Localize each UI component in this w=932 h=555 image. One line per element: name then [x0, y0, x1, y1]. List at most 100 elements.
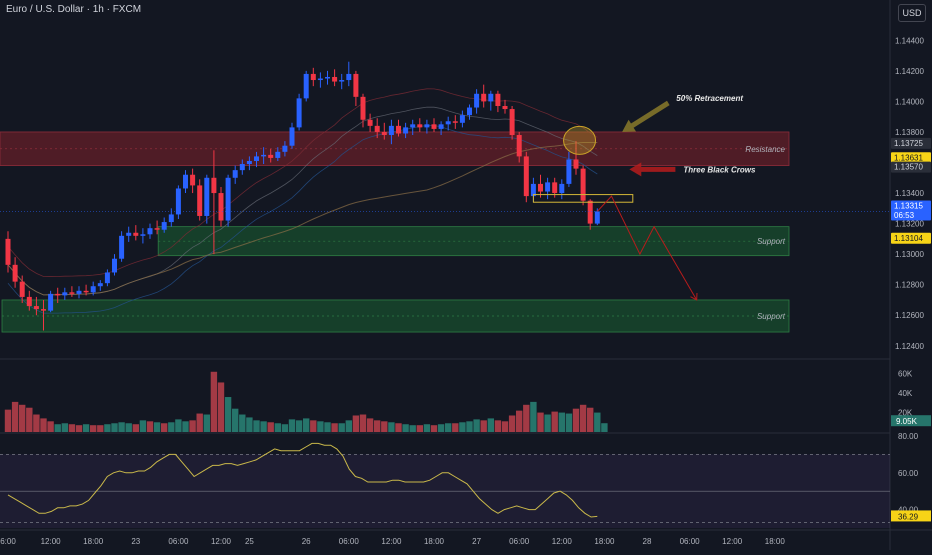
volume-bar — [459, 422, 466, 432]
volume-bar — [423, 424, 431, 432]
candle-body — [147, 228, 153, 235]
currency-button[interactable]: USD — [898, 4, 926, 22]
candle-body — [168, 214, 174, 223]
candle — [374, 118, 380, 139]
candle-body — [119, 235, 125, 259]
candle — [232, 165, 238, 184]
candle — [218, 186, 224, 227]
candle-body — [353, 73, 359, 97]
candle — [424, 119, 430, 134]
candle-body — [431, 124, 437, 129]
time-axis-label: 06:00 — [680, 537, 701, 546]
candle — [474, 89, 480, 114]
price-label-bg — [891, 137, 931, 149]
volume-bar — [473, 419, 480, 432]
candle — [353, 70, 359, 106]
volume-bar — [544, 414, 551, 432]
volume-bar — [40, 418, 47, 432]
price-tick-label: 1.13200 — [895, 220, 924, 229]
candle-body — [12, 264, 18, 282]
time-axis-label: 28 — [643, 537, 652, 546]
candle — [190, 168, 196, 194]
volume-bar — [452, 423, 459, 432]
annotation-retracement: 50% Retracement — [676, 94, 743, 103]
rsi-line — [7, 442, 598, 518]
candle-body — [332, 76, 338, 82]
candle — [431, 118, 437, 132]
crows-marker-box — [532, 194, 634, 203]
price-label: 1.13104 — [891, 232, 931, 244]
candle-body — [261, 154, 267, 157]
candle — [62, 287, 68, 300]
candle — [12, 257, 18, 288]
candle — [41, 299, 46, 331]
candle-body — [566, 159, 572, 184]
candle — [55, 287, 61, 304]
price-label-bg — [891, 161, 931, 173]
volume-bar — [437, 424, 445, 432]
candle — [346, 61, 352, 87]
candle-body — [360, 96, 366, 120]
candle-body — [218, 193, 224, 221]
candle — [211, 150, 217, 255]
volume-bar — [47, 421, 54, 432]
volume-bar — [317, 421, 324, 432]
candle — [175, 185, 181, 220]
volume-bar — [516, 410, 523, 432]
price-label-bg — [891, 200, 931, 221]
candle-body — [183, 174, 188, 189]
volume-bar — [239, 414, 246, 432]
candle — [566, 151, 572, 187]
candle — [438, 121, 444, 136]
candle-body — [417, 124, 423, 128]
candle-body — [467, 107, 472, 116]
volume-bar — [331, 423, 338, 432]
price-tick-label: 1.12400 — [895, 342, 924, 351]
candle — [97, 280, 103, 291]
candle — [5, 231, 11, 273]
candle-body — [254, 156, 259, 161]
candle-body — [325, 76, 330, 79]
price-label-text: 1.13315 — [894, 202, 923, 211]
volume-bar — [118, 422, 125, 432]
candle-body — [41, 309, 46, 311]
volume-bar — [246, 417, 253, 432]
candle-body — [310, 73, 316, 81]
time-axis-label: 06:00 — [339, 537, 360, 546]
volume-bar — [281, 424, 289, 432]
candle — [381, 122, 387, 140]
candle-body — [175, 188, 181, 215]
volume-bar — [508, 415, 516, 432]
candle-body — [5, 238, 11, 265]
rsi-tick-label: 60.00 — [898, 469, 919, 478]
volume-bar — [523, 404, 530, 432]
time-axis-label: 06:00 — [168, 537, 189, 546]
support-label: Support — [757, 237, 786, 246]
volume-bar — [381, 421, 388, 432]
volume-bar — [345, 420, 352, 432]
candle — [197, 179, 203, 221]
candle-body — [459, 115, 465, 123]
volume-bar — [565, 413, 573, 432]
candle — [26, 290, 32, 311]
candle-body — [69, 292, 75, 294]
candle-body — [126, 232, 132, 236]
time-axis-label: 27 — [472, 537, 481, 546]
price-label-text: 1.13631 — [894, 153, 923, 162]
projection-arrowhead — [690, 292, 698, 301]
volume-bar — [501, 421, 509, 432]
volume-bar — [587, 407, 594, 432]
symbol-title: Euro / U.S. Dollar · 1h · FXCM — [6, 4, 142, 15]
candle-body — [403, 127, 409, 134]
volume-bar — [303, 418, 310, 432]
candle — [254, 151, 259, 168]
candle-body — [530, 183, 536, 197]
rsi-tick-label: 40.00 — [898, 506, 919, 515]
volume-bar — [33, 414, 40, 432]
resistance-label: Resistance — [745, 145, 785, 154]
volume-bar — [175, 419, 182, 432]
candle — [545, 177, 551, 200]
candle-body — [445, 121, 451, 125]
